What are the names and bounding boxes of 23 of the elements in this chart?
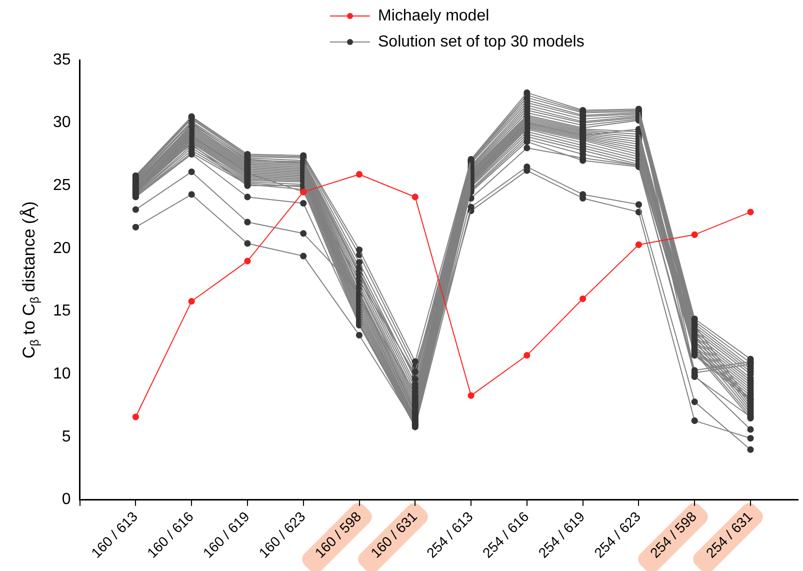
y-tick-label: 15 [53, 302, 71, 320]
x-tick-label: 160 / 623 [256, 508, 308, 561]
x-tick-label: 160 / 598 [312, 508, 364, 561]
x-tick-label: 160 / 619 [200, 508, 252, 561]
x-tick-label: 254 / 613 [423, 508, 476, 561]
y-tick-label: 20 [53, 240, 71, 257]
y-axis-title: Cβ to Cβ distance (Å) [20, 201, 42, 359]
x-tick-label: 160 / 631 [367, 508, 420, 561]
legend-label: Michaely model [378, 7, 490, 24]
x-tick-label: 254 / 623 [590, 508, 644, 561]
x-tick-label: 254 / 598 [646, 508, 700, 561]
y-tick-label: 25 [53, 177, 71, 194]
x-tick-label: 254 / 631 [702, 508, 756, 561]
y-tick-label: 30 [53, 114, 71, 132]
legend-label: Solution set of top 30 models [378, 33, 584, 50]
y-tick-label: 10 [53, 366, 71, 383]
x-tick-label: 160 / 613 [88, 508, 141, 561]
y-tick-label: 5 [62, 428, 71, 446]
y-tick-label: 0 [62, 491, 71, 508]
x-tick-label: 160 / 616 [144, 508, 197, 561]
y-tick-label: 35 [53, 51, 71, 68]
x-tick-label: 254 / 619 [535, 508, 588, 561]
x-tick-label: 254 / 616 [479, 508, 532, 561]
